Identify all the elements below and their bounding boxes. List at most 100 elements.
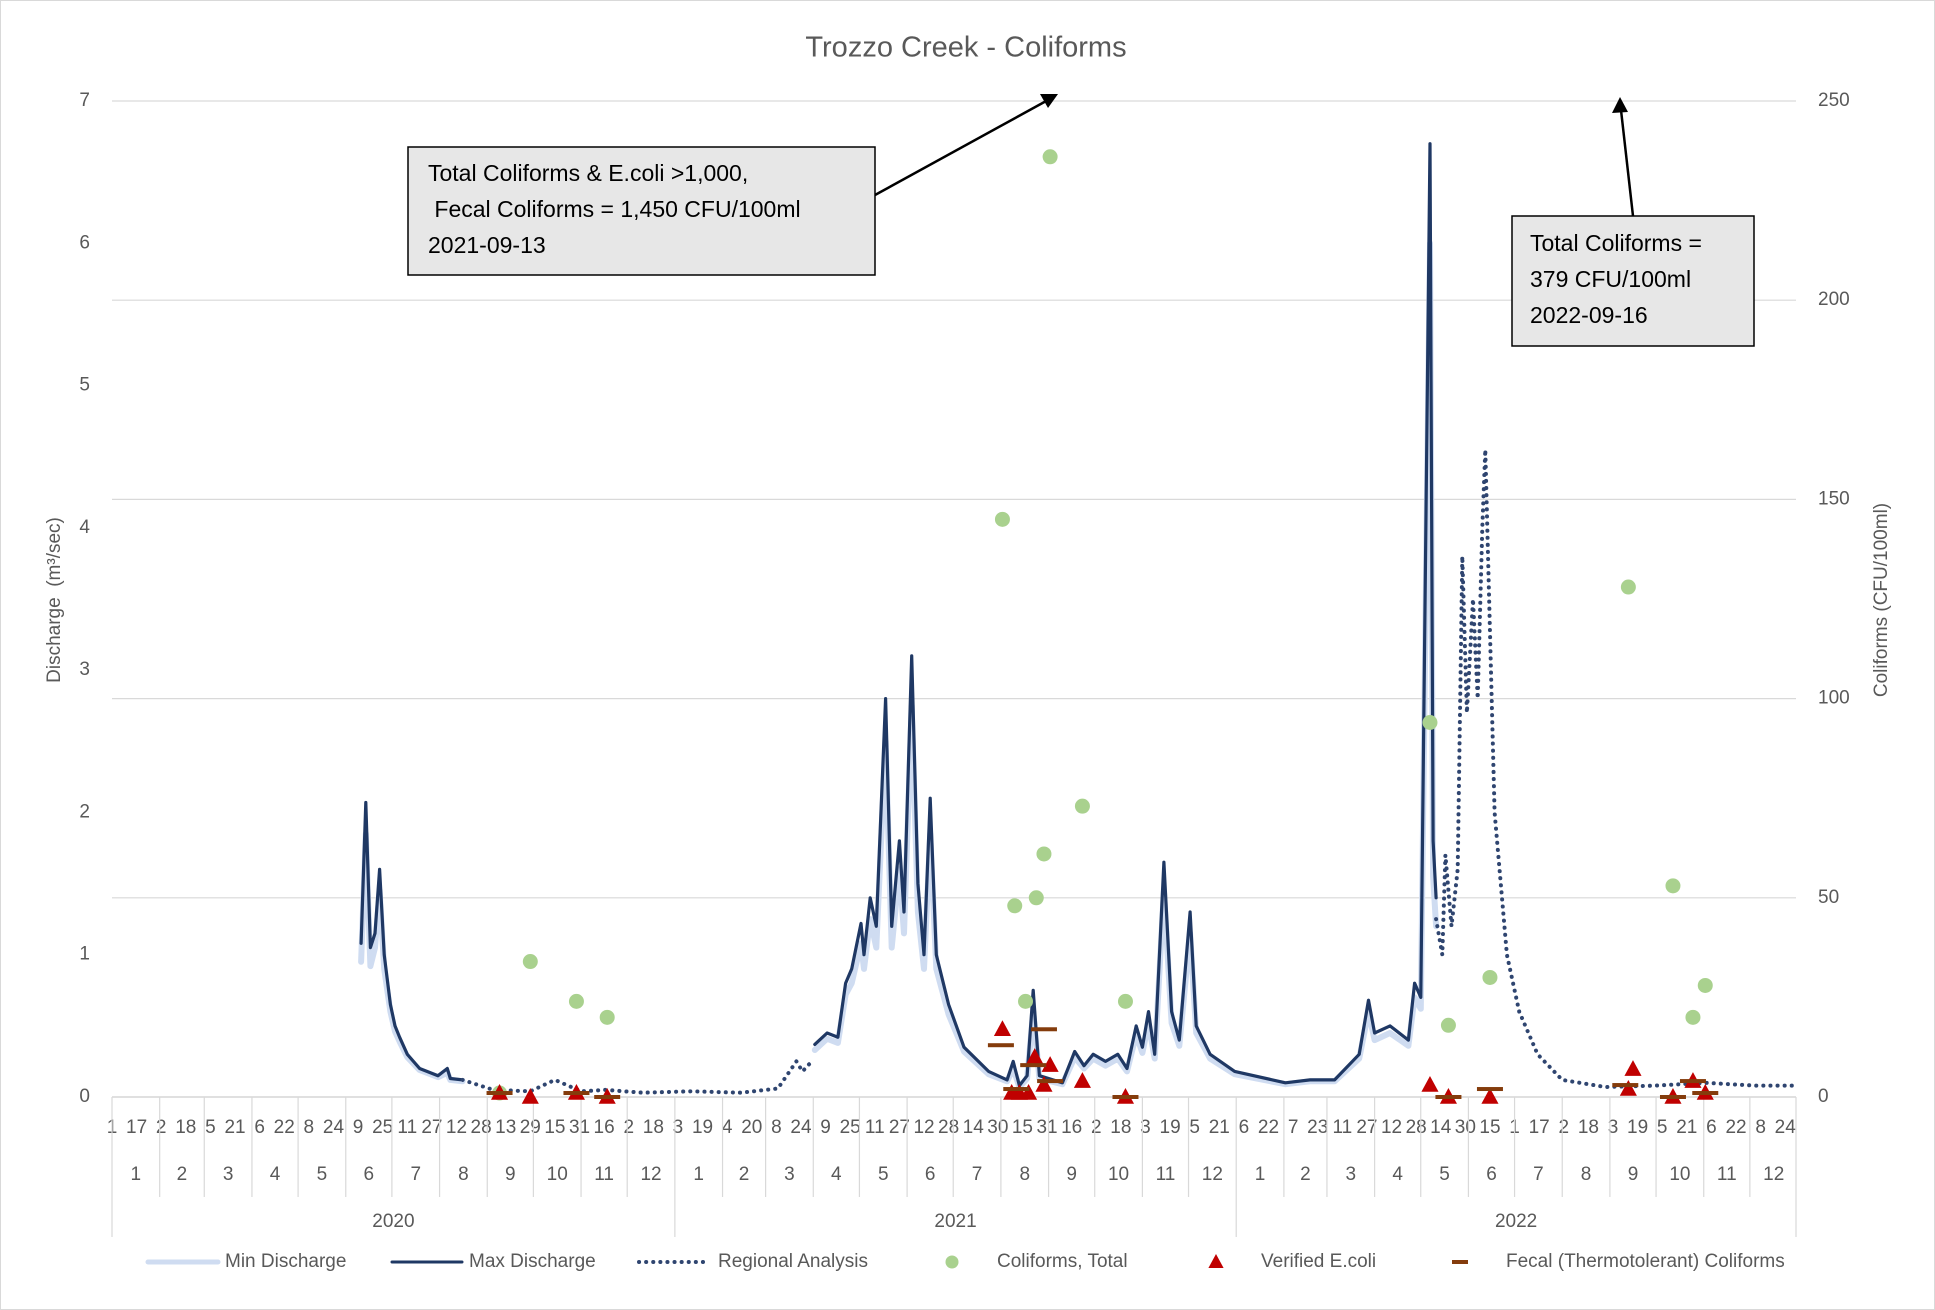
y2-tick-label: 0 [1818,1086,1829,1107]
legend-swatch [1452,1260,1468,1264]
y-tick-label: 6 [79,232,90,253]
annotation-box [407,146,876,276]
y2-tick-label: 200 [1818,289,1850,310]
point [1476,1087,1503,1092]
arrow-head [1040,94,1058,108]
point [1028,890,1044,906]
legend-swatch [945,1255,959,1269]
x-tick-label: 31 [1036,1117,1057,1138]
month-label: 3 [784,1164,795,1185]
point [1435,1095,1462,1099]
point [1036,846,1052,862]
annotation-arrow [874,98,1049,197]
annotation-arrow [1619,109,1635,217]
x-tick-label: 19 [1160,1117,1181,1138]
x-tick-label: 9 [820,1117,831,1138]
x-tick-label: 6 [254,1117,265,1138]
x-tick-label: 22 [274,1117,295,1138]
x-tick-label: 11 [397,1117,417,1138]
x-tick-label: 6 [1239,1117,1250,1138]
month-label: 4 [831,1164,842,1185]
annotation-text: 2021-09-13 [428,232,546,258]
annotation-text: Total Coliforms & E.coli >1,000, [428,160,748,186]
x-tick-label: 17 [126,1117,147,1138]
y-axis-label: Discharge (m³/sec) [44,517,65,683]
x-tick-label: 28 [1406,1117,1427,1138]
month-label: 6 [1486,1164,1497,1185]
x-tick-label: 19 [692,1117,713,1138]
x-tick-label: 16 [594,1117,615,1138]
month-label: 6 [364,1164,375,1185]
point [987,1043,1014,1048]
month-label: 5 [1439,1164,1450,1185]
x-tick-label: 29 [520,1117,541,1138]
x-tick-label: 2 [156,1117,167,1138]
x-tick-label: 20 [741,1117,762,1138]
y-tick-label: 1 [79,944,90,965]
year-label: 2022 [1495,1211,1537,1232]
x-tick-label: 12 [1381,1117,1402,1138]
x-tick-label: 24 [1775,1117,1797,1138]
y-tick-label: 4 [79,517,90,538]
month-label: 11 [594,1164,614,1185]
x-tick-label: 18 [175,1117,196,1138]
legend-swatch [1208,1254,1224,1268]
y2-axis-label: Coliforms (CFU/100ml) [1871,503,1892,697]
x-tick-label: 8 [1755,1117,1766,1138]
x-tick-label: 24 [790,1117,812,1138]
x-tick-label: 21 [1676,1117,1697,1138]
y2-tick-label: 150 [1818,488,1850,509]
point [1020,1063,1047,1068]
month-label: 4 [270,1164,281,1185]
point [1422,715,1438,731]
month-label: 9 [505,1164,516,1185]
point [1030,1027,1057,1032]
x-tick-label: 6 [1706,1117,1717,1138]
month-label: 2 [1300,1164,1311,1185]
annotation-text: Fecal Coliforms = 1,450 CFU/100ml [428,196,801,222]
x-tick-label: 14 [1430,1117,1452,1138]
month-label: 8 [1019,1164,1030,1185]
x-tick-label: 17 [1529,1117,1550,1138]
point [1697,977,1713,993]
month-label: 4 [1392,1164,1403,1185]
point [1612,1083,1639,1088]
y2-tick-label: 100 [1818,688,1850,709]
month-label: 10 [547,1164,568,1185]
y-tick-label: 5 [79,375,90,396]
point [594,1095,621,1099]
x-tick-label: 28 [938,1117,959,1138]
point [1679,1079,1706,1084]
chart-title: Trozzo Creek - Coliforms [805,32,1126,64]
point [1421,1076,1439,1092]
legend-label: Regional Analysis [718,1251,868,1272]
month-label: 3 [1345,1164,1356,1185]
annotation-box [1511,215,1755,347]
point [1624,1060,1642,1076]
y-tick-label: 2 [79,801,90,822]
annotation-text: Total Coliforms = [1530,230,1702,256]
point [1619,1080,1637,1096]
y-tick-label: 3 [79,659,90,680]
point [522,954,538,970]
x-tick-label: 4 [722,1117,733,1138]
y2-tick-label: 50 [1818,887,1839,908]
x-tick-label: 9 [353,1117,364,1138]
x-tick-label: 18 [1110,1117,1131,1138]
x-tick-label: 2 [1558,1117,1569,1138]
x-tick-label: 30 [987,1117,1008,1138]
x-tick-label: 3 [1608,1117,1619,1138]
y-tick-label: 0 [79,1086,90,1107]
x-tick-label: 24 [323,1117,345,1138]
month-label: 3 [223,1164,234,1185]
x-tick-label: 11 [1332,1117,1352,1138]
line [359,142,1438,1088]
year-label: 2020 [372,1211,414,1232]
point [994,511,1010,527]
point [1482,969,1498,985]
point [521,1088,539,1104]
x-tick-label: 3 [673,1117,684,1138]
x-tick-label: 21 [224,1117,245,1138]
